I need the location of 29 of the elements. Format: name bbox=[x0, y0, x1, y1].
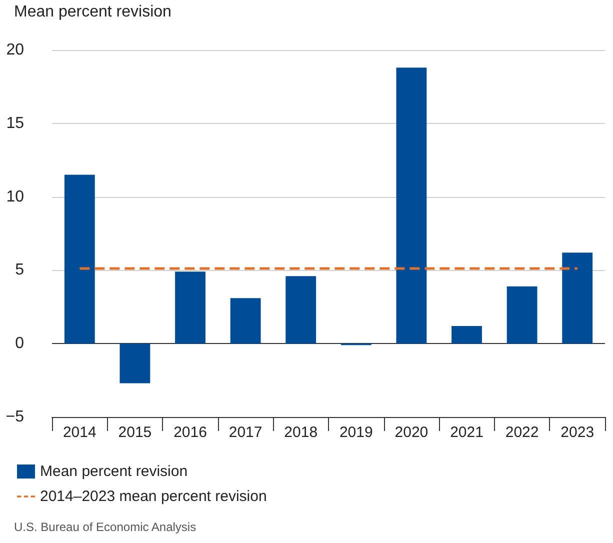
y-tick-label: 5 bbox=[15, 262, 24, 279]
bar bbox=[64, 174, 95, 344]
x-tick-label: 2023 bbox=[560, 424, 594, 441]
bar bbox=[120, 344, 150, 384]
x-tick-label: 2019 bbox=[339, 424, 373, 441]
bar bbox=[452, 326, 482, 344]
legend-label: Mean percent revision bbox=[40, 463, 188, 480]
x-tick-label: 2014 bbox=[62, 424, 96, 441]
y-tick-label: 10 bbox=[6, 188, 24, 206]
x-tick-label: 2021 bbox=[450, 424, 484, 441]
bar bbox=[396, 68, 427, 344]
x-tick-label: 2020 bbox=[394, 424, 428, 441]
x-tick-label: 2018 bbox=[284, 424, 318, 441]
bar bbox=[562, 252, 593, 344]
x-tick-label: 2022 bbox=[505, 424, 539, 441]
y-tick-label: 15 bbox=[6, 114, 24, 132]
y-tick-label: −5 bbox=[6, 408, 24, 426]
bar bbox=[230, 298, 261, 344]
bar bbox=[506, 286, 538, 344]
x-tick-label: 2015 bbox=[118, 424, 152, 441]
text: U.S. Bureau of Economic Analysis bbox=[14, 520, 196, 534]
x-tick-label: 2017 bbox=[228, 424, 262, 441]
legend-label: 2014–2023 mean percent revision bbox=[40, 488, 267, 505]
x-tick-label: 2016 bbox=[174, 424, 207, 441]
bar bbox=[175, 272, 206, 344]
y-tick-label: 20 bbox=[6, 42, 24, 58]
y-tick-label: 0 bbox=[15, 335, 24, 352]
bar bbox=[286, 276, 316, 344]
y-axis-title: Mean percent revision bbox=[14, 4, 172, 20]
